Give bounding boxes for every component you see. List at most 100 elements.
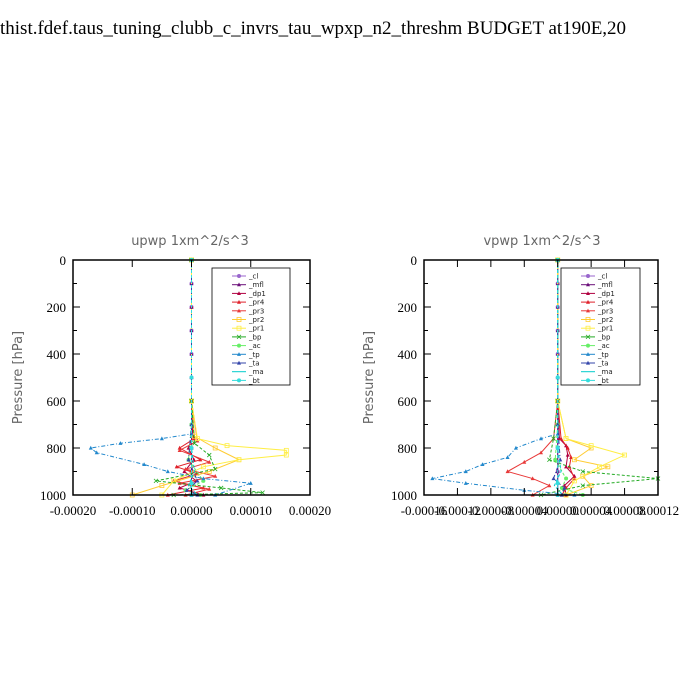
chart-panel-2: vpwp 1xm^2/s^3 Pressure [hPa] 0 200 400 600 80…	[362, 234, 679, 518]
series-line	[178, 260, 216, 496]
data-point	[198, 457, 203, 462]
legend-label: _pr2	[597, 316, 613, 324]
x-tick-label: -0.00012	[434, 503, 481, 518]
legend-label: _bt	[248, 377, 260, 385]
data-point	[200, 464, 206, 470]
legend-marker	[237, 274, 241, 278]
data-point	[505, 455, 510, 459]
data-point	[183, 466, 188, 471]
legend-label: _mfl	[597, 281, 613, 289]
data-point	[530, 476, 535, 481]
series-pr1	[159, 257, 289, 498]
data-point	[588, 443, 594, 449]
data-point	[206, 452, 212, 458]
legend-label: _ta	[248, 360, 260, 368]
x-tick-label: 0.00008	[603, 503, 645, 518]
data-point	[159, 436, 164, 441]
legend-item: _bp	[232, 333, 262, 341]
data-point	[186, 445, 191, 450]
legend-label: _cl	[597, 273, 607, 281]
data-point	[622, 452, 627, 458]
legend-label: _pr1	[248, 325, 264, 333]
data-point	[165, 469, 170, 474]
legend-item: _ma	[581, 368, 613, 376]
legend-item: _ta	[232, 360, 260, 368]
legend-marker	[586, 308, 590, 313]
y-tick-label: 800	[47, 441, 67, 456]
legend-item: _pr4	[232, 299, 265, 307]
data-point	[558, 457, 563, 462]
data-point	[189, 481, 194, 486]
data-point	[565, 445, 570, 450]
legend-label: _ac	[248, 342, 261, 350]
legend-marker	[586, 378, 590, 383]
x-tick-label: 0.00012	[637, 503, 679, 518]
data-point	[559, 436, 564, 441]
legend-item: _ma	[232, 368, 264, 376]
data-point	[248, 481, 253, 485]
x-tick-label: -0.00004	[501, 503, 548, 518]
data-point	[555, 481, 560, 486]
y-axis-label: Pressure [hPa]	[11, 331, 26, 424]
legend-label: _pr1	[597, 325, 613, 333]
data-point	[212, 466, 218, 472]
series-line	[432, 260, 575, 496]
x-tick-label: 0.00000	[537, 503, 579, 518]
legend-item: _tp	[581, 351, 609, 359]
legend-marker	[585, 325, 591, 331]
legend-label: _bt	[597, 377, 609, 385]
legend-marker	[237, 299, 241, 304]
data-point	[118, 441, 123, 445]
series-line	[167, 260, 204, 496]
legend-marker	[586, 291, 590, 295]
data-point	[189, 422, 194, 427]
y-tick-label: 600	[47, 394, 67, 409]
data-point	[565, 452, 570, 457]
series-line	[557, 260, 627, 496]
legend-item: _pr2	[232, 316, 264, 324]
legend-label: _ma	[248, 368, 264, 376]
legend-marker	[237, 343, 241, 348]
x-tick-label: -0.00020	[50, 503, 97, 518]
data-point	[283, 452, 289, 458]
y-tick-label: 800	[398, 441, 418, 456]
data-point	[213, 474, 218, 478]
legend-item: _dp1	[581, 290, 615, 298]
legend-label: _dp1	[248, 290, 266, 298]
data-point	[513, 445, 518, 450]
data-point	[195, 436, 200, 442]
data-point	[186, 457, 191, 462]
data-point	[177, 485, 182, 490]
legend-box	[560, 267, 641, 386]
y-tick-label: 0	[60, 253, 67, 268]
y-tick-label: 200	[398, 300, 418, 315]
data-point	[236, 457, 242, 463]
legend-item: _pr1	[232, 325, 264, 333]
data-point	[505, 469, 510, 474]
legend-item: _pr2	[581, 316, 613, 324]
legend-item: _bp	[581, 333, 611, 341]
data-point	[283, 447, 289, 453]
y-tick-label: 1000	[391, 488, 417, 503]
legend-marker	[237, 352, 241, 356]
data-point	[218, 485, 224, 491]
data-point	[153, 478, 159, 484]
data-point	[189, 375, 194, 380]
data-point	[201, 476, 206, 481]
legend-marker	[236, 325, 242, 331]
legend-item: _mfl	[581, 281, 613, 289]
legend-label: _pr3	[597, 307, 613, 315]
data-point	[480, 462, 485, 467]
data-point	[572, 457, 577, 463]
legend-marker	[237, 291, 241, 295]
series-line	[89, 260, 251, 496]
legend-marker	[586, 343, 590, 348]
data-point	[547, 457, 552, 463]
legend-label: _pr4	[248, 299, 265, 307]
data-point	[605, 464, 611, 470]
data-point	[555, 375, 560, 380]
legend-item: _bt	[581, 377, 609, 385]
data-point	[212, 445, 218, 451]
legend-label: _mfl	[248, 281, 264, 289]
